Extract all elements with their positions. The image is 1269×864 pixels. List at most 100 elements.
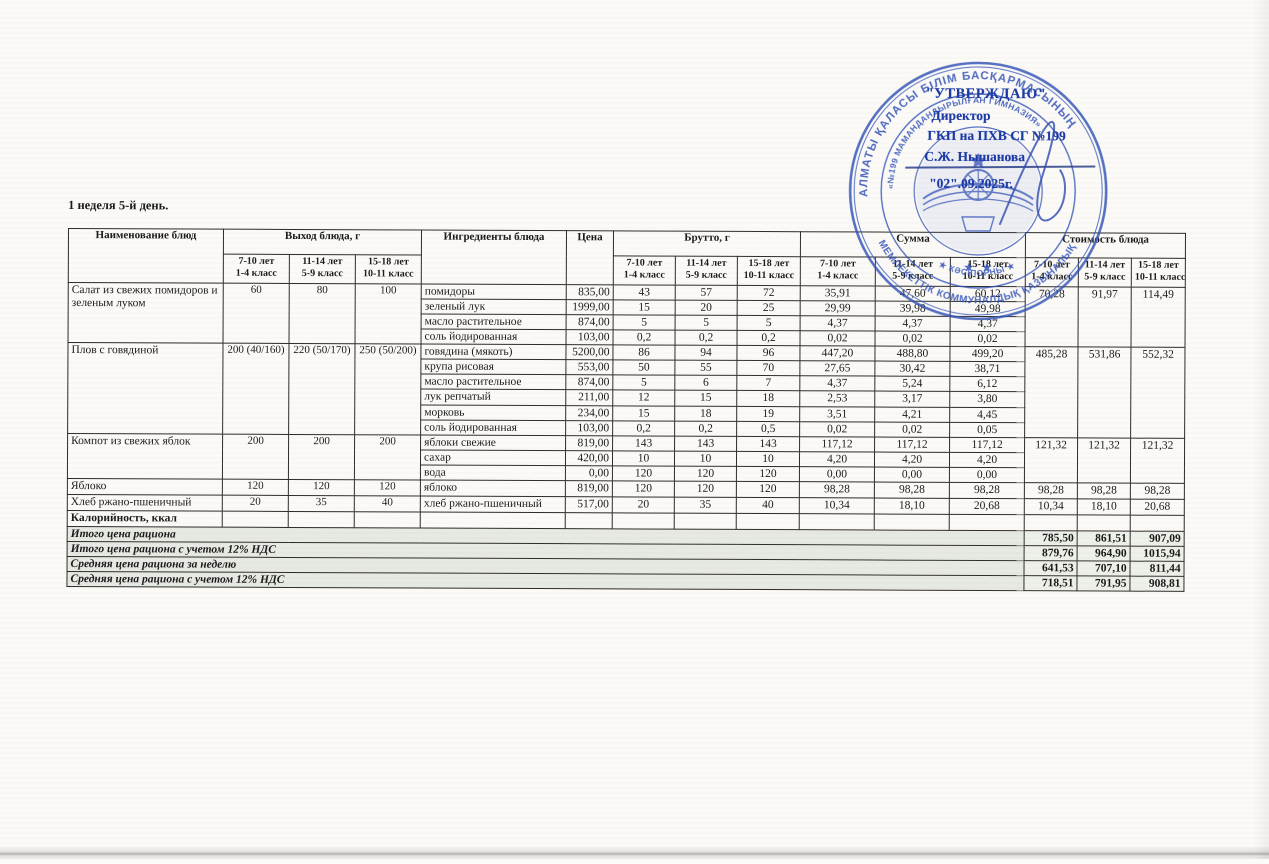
scan-edge <box>1253 0 1269 859</box>
empty-cell <box>1024 514 1078 531</box>
brutto-cell: 0,2 <box>675 330 738 346</box>
brutto-cell: 43 <box>613 284 676 301</box>
sum-cell: 2,53 <box>799 391 875 407</box>
brutto-cell: 15 <box>674 390 737 406</box>
sum-cell: 4,37 <box>875 316 951 332</box>
sum-cell: 0,02 <box>799 421 875 437</box>
sum-cell: 4,20 <box>949 452 1025 468</box>
brutto-cell: 50 <box>612 360 675 376</box>
ingredient-price-cell: 835,00 <box>566 284 614 300</box>
calories-label-cell: Калорийность, ккал <box>67 510 223 527</box>
sum-cell: 117,12 <box>949 436 1025 453</box>
brutto-cell: 18 <box>736 390 800 407</box>
dish-cost-cell: 552,32 <box>1130 347 1186 438</box>
dish-cost-cell: 98,28 <box>1024 482 1078 499</box>
sum-cell: 0,02 <box>874 421 950 437</box>
dish-cost-cell: 114,49 <box>1131 287 1186 348</box>
ingredient-name-cell: яблоко <box>420 479 566 497</box>
empty-cell <box>288 511 355 528</box>
ingredient-price-cell: 211,00 <box>565 390 613 406</box>
brutto-cell: 15 <box>613 299 676 316</box>
ingredient-name-cell: масло растительное <box>421 314 567 330</box>
sum-cell: 4,37 <box>799 376 875 392</box>
sum-cell: 4,20 <box>874 451 950 468</box>
dish-output-cell: 250 (50/200) <box>354 343 422 435</box>
sum-cell: 0,00 <box>874 466 950 483</box>
dish-cost-cell: 18,10 <box>1077 498 1131 515</box>
ingredient-name-cell: сахар <box>420 449 566 466</box>
dish-cost-cell: 98,28 <box>1077 482 1131 499</box>
brutto-cell: 0,2 <box>613 330 676 346</box>
empty-cell <box>1130 514 1185 531</box>
ingredient-name-cell: хлеб ржано-пшеничный <box>420 495 566 513</box>
signature <box>999 121 1066 226</box>
sum-cell: 98,28 <box>799 481 875 498</box>
brutto-cell: 120 <box>612 465 675 481</box>
empty-cell <box>565 512 613 529</box>
ingredient-name-cell: вода <box>420 464 566 481</box>
brutto-cell: 120 <box>736 466 800 482</box>
sum-cell: 39,98 <box>875 301 951 317</box>
dish-cost-cell: 20,68 <box>1130 498 1185 515</box>
col-header-age: 11-14 лет 5-9 класс <box>675 256 738 286</box>
summary-value-cell: 879,76 <box>1024 545 1078 561</box>
dish-output-cell: 35 <box>288 495 355 512</box>
ingredient-name-cell: помидоры <box>421 284 567 300</box>
brutto-cell: 0,2 <box>737 330 801 346</box>
sum-cell: 18,10 <box>874 497 950 514</box>
brutto-cell: 5 <box>737 315 801 331</box>
brutto-cell: 143 <box>674 435 737 452</box>
summary-value-cell: 791,95 <box>1076 575 1131 591</box>
ingredient-price-cell: 1999,00 <box>566 299 614 315</box>
dish-output-cell: 200 (40/160) <box>222 343 290 435</box>
dish-output-cell: 120 <box>288 479 355 496</box>
sum-cell: 60,12 <box>950 286 1026 302</box>
brutto-cell: 120 <box>674 480 737 498</box>
page-title: 1 неделя 5-й день. <box>68 197 169 213</box>
brutto-cell: 5 <box>612 375 675 391</box>
col-header-age: 15-18 лет 10-11 класс <box>950 257 1026 287</box>
brutto-cell: 5 <box>675 315 738 331</box>
brutto-cell: 18 <box>674 405 737 421</box>
summary-value-cell: 785,50 <box>1024 530 1078 546</box>
col-header-dish-name: Наименование блюд <box>68 228 224 284</box>
summary-value-cell: 861,51 <box>1077 530 1131 546</box>
brutto-cell: 94 <box>674 345 738 361</box>
dish-output-cell: 220 (50/170) <box>288 343 356 435</box>
sum-cell: 499,20 <box>949 346 1026 362</box>
brutto-cell: 143 <box>736 436 800 452</box>
col-header-age: 11-14 лет 5-9 класс <box>875 257 951 287</box>
empty-cell <box>674 512 737 529</box>
col-header-output-group: Выход блюда, г <box>223 229 422 256</box>
empty-cell <box>420 511 566 529</box>
brutto-cell: 35 <box>674 496 737 513</box>
ingredient-name-cell: лук репчатый <box>420 389 566 406</box>
dish-output-cell: 20 <box>222 494 289 512</box>
dish-name-cell: Салат из свежих помидоров и зеленым луко… <box>68 282 224 344</box>
sum-cell: 30,42 <box>874 361 950 377</box>
dish-cost-cell: 10,34 <box>1024 498 1078 515</box>
sum-cell: 98,28 <box>874 481 950 499</box>
col-header-price: Цена <box>566 230 614 285</box>
col-header-age: 7-10 лет 1-4 класс <box>1025 257 1079 287</box>
brutto-cell: 10 <box>674 450 737 467</box>
sum-cell: 98,28 <box>949 482 1025 499</box>
empty-cell <box>949 513 1025 531</box>
dish-name-cell: Хлеб ржано-пшеничный <box>67 494 223 511</box>
brutto-cell: 86 <box>612 345 676 361</box>
col-header-age: 11-14 лет 5-9 класс <box>1078 257 1132 288</box>
ingredient-price-cell: 234,00 <box>565 405 613 421</box>
empty-cell <box>354 511 421 528</box>
col-header-age: 15-18 лет 10-11 класс <box>1131 258 1186 288</box>
brutto-cell: 70 <box>736 360 800 377</box>
col-header-age: 15-18 лет 10-11 класс <box>355 254 422 285</box>
approve-heading: "УТВЕРЖДАЮ" <box>925 85 1047 103</box>
ingredient-name-cell: крупа рисовая <box>420 359 566 376</box>
ingredient-name-cell: морковь <box>420 404 566 421</box>
ingredient-name-cell: говядина (мякоть) <box>420 344 567 360</box>
brutto-cell: 10 <box>612 450 675 466</box>
brutto-cell: 40 <box>736 497 800 514</box>
brutto-cell: 19 <box>736 405 800 422</box>
sum-cell: 29,99 <box>800 300 876 317</box>
